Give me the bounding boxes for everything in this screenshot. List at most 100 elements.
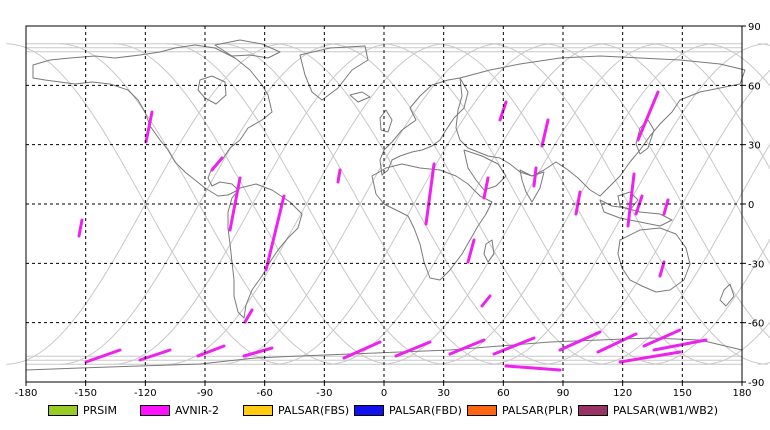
orbit-track: [6, 43, 285, 365]
longitude-tick-labels: -180 -150 -120 -90 -60 -30 0 30 60 90 120 150 180: [15, 388, 752, 399]
avnir2-swath: [242, 346, 274, 358]
lon-tick-label: 90: [557, 388, 570, 399]
avnir2-swath: [532, 166, 538, 188]
lon-tick-label: 180: [732, 388, 751, 399]
legend-item-palsar-wb: PALSAR(WB1/WB2): [578, 400, 718, 420]
avnir2-swath: [662, 198, 670, 216]
lon-tick-label: 150: [673, 388, 692, 399]
avnir2-swath: [448, 338, 486, 356]
lon-tick-label: -30: [316, 388, 332, 399]
avnir2-swath: [196, 344, 226, 358]
lon-tick-label: -120: [134, 388, 157, 399]
avnir2-swath: [504, 364, 562, 372]
graticule: [26, 26, 742, 382]
avnir2-swath: [658, 260, 666, 278]
lat-tick-label: -90: [748, 378, 764, 389]
orbit-track: [220, 43, 500, 365]
lat-tick-label: 30: [748, 141, 761, 152]
coast-south-america: [227, 183, 303, 319]
avnir2-swath: [394, 340, 432, 358]
lon-tick-label: 30: [437, 388, 450, 399]
avnir2-swath: [480, 294, 492, 308]
avnir2-swath: [84, 348, 122, 364]
lon-tick-label: -180: [15, 388, 38, 399]
avnir2-swath: [636, 90, 660, 142]
orbit-track: [704, 321, 770, 365]
coast-iceland: [349, 91, 371, 103]
legend-swatch: [243, 404, 273, 416]
latitude-tick-labels: 90 60 30 0 -30 -60 -90: [748, 22, 764, 389]
lon-tick-label: 60: [497, 388, 510, 399]
legend-label: PRSIM: [83, 403, 117, 417]
lon-tick-label: 0: [381, 388, 387, 399]
avnir2-swath: [228, 176, 242, 232]
coast-arctic-islands: [214, 39, 281, 59]
avnir2-swath: [264, 194, 286, 272]
avnir2-swath: [144, 110, 154, 144]
avnir2-swath: [466, 238, 476, 264]
coast-asia: [455, 55, 746, 197]
coast-madagascar: [483, 239, 495, 263]
legend-item-palsar-plr: PALSAR(PLR): [467, 400, 573, 420]
orbit-track: [274, 43, 554, 365]
legend-label: PALSAR(WB1/WB2): [613, 403, 719, 417]
legend-swatch: [467, 404, 497, 416]
avnir2-swath: [618, 350, 682, 364]
coast-japan: [635, 119, 655, 155]
legend-swatch: [140, 404, 170, 416]
coast-southeast-asia-islands: [599, 199, 673, 227]
sensor-legend: PRSIM AVNIR-2 PALSAR(FBS) PALSAR(FBD) PA…: [0, 400, 770, 422]
avnir2-swath: [482, 176, 490, 200]
coast-europe: [379, 77, 469, 176]
orbit-track: [167, 43, 446, 365]
coast-hudson-bay: [197, 75, 227, 105]
coast-africa: [371, 163, 493, 281]
lat-tick-label: -30: [748, 259, 764, 270]
avnir2-swath: [642, 328, 682, 348]
orbit-track: [704, 43, 770, 87]
coast-arabia: [463, 149, 507, 191]
avnir2-swath: [626, 172, 636, 228]
coast-greenland: [299, 45, 369, 101]
lon-tick-label: -150: [74, 388, 97, 399]
coast-india: [519, 169, 545, 203]
avnir2-swath: [596, 332, 638, 354]
lat-tick-label: 90: [748, 22, 761, 33]
coast-new-zealand: [719, 283, 735, 307]
coast-borneo: [617, 191, 639, 211]
orbit-track: [59, 43, 339, 365]
lat-tick-label: 0: [748, 200, 754, 211]
coastlines: [25, 39, 746, 383]
avnir2-swath: [558, 330, 602, 352]
axis-ticks: [25, 25, 746, 386]
avnir2-swath: [336, 168, 342, 184]
legend-swatch: [578, 404, 608, 416]
avnir2-swath: [540, 118, 550, 148]
legend-item-palsar-fbs: PALSAR(FBS): [243, 400, 349, 420]
coast-australia: [617, 227, 691, 293]
lat-tick-label: 60: [748, 81, 761, 92]
avnir2-swaths: [77, 90, 708, 372]
avnir2-swath: [210, 156, 224, 172]
legend-item-prism: PRSIM: [48, 400, 117, 420]
orbit-track: [113, 43, 393, 365]
avnir2-swath: [574, 190, 582, 216]
lat-tick-label: -60: [748, 319, 764, 330]
avnir2-swath: [492, 336, 536, 356]
avnir2-swath: [652, 338, 708, 352]
legend-label: AVNIR-2: [175, 403, 219, 417]
legend-swatch: [48, 404, 78, 416]
legend-label: PALSAR(PLR): [502, 403, 573, 417]
coast-britain: [379, 109, 393, 133]
avnir2-swath: [243, 308, 254, 324]
coast-north-america: [32, 44, 273, 197]
legend-label: PALSAR(FBS): [278, 403, 350, 417]
lon-tick-label: -90: [197, 388, 213, 399]
acquisition-map: -180 -150 -120 -90 -60 -30 0 30 60 90 120 150 180 90…: [6, 22, 770, 399]
avnir2-swath: [634, 194, 644, 216]
legend-item-palsar-fbd: PALSAR(FBD): [354, 400, 462, 420]
lon-tick-label: 120: [613, 388, 632, 399]
avnir2-swath: [424, 162, 436, 226]
lon-tick-label: -60: [256, 388, 272, 399]
legend-swatch: [354, 404, 384, 416]
